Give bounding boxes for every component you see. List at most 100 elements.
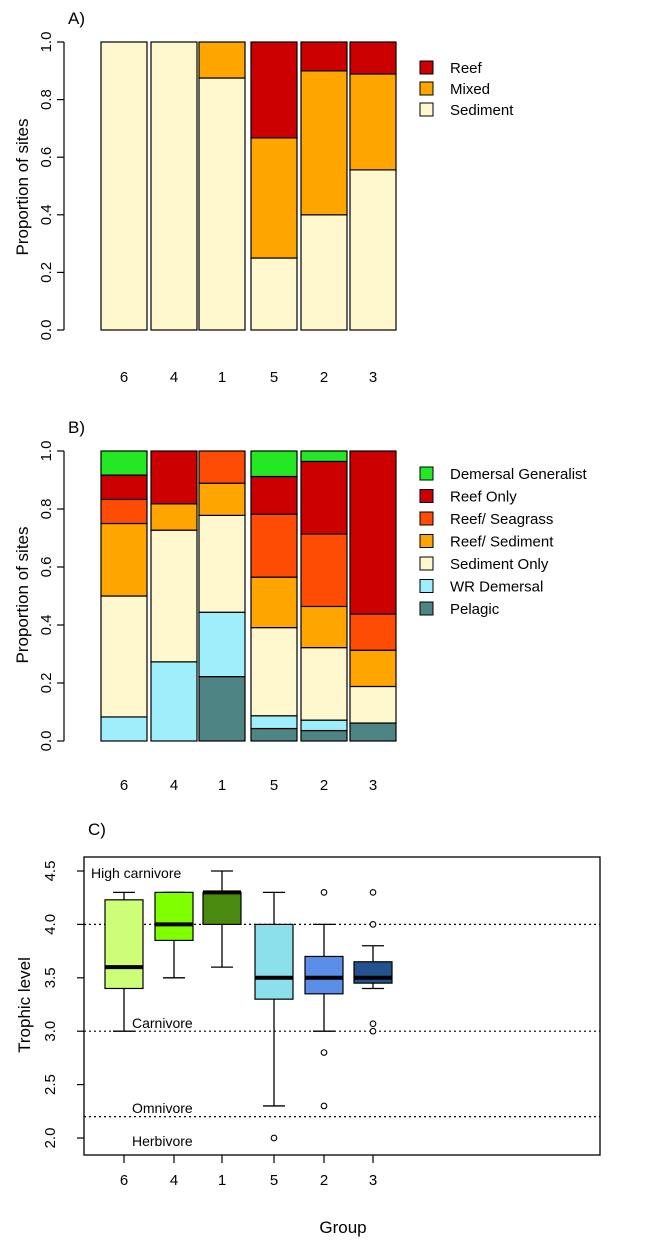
bar-segment bbox=[300, 450, 348, 463]
bar-segment bbox=[349, 613, 397, 651]
panel-b-y-axis: 0.0 0.2 0.4 0.6 0.8 1.0 bbox=[38, 441, 65, 752]
bar-segment bbox=[250, 513, 298, 578]
bar-segment bbox=[349, 41, 397, 75]
legend-label: Reef bbox=[450, 60, 483, 77]
bar-segment bbox=[198, 611, 246, 678]
outlier-point bbox=[369, 889, 377, 896]
y-tick-label: 3.0 bbox=[42, 1021, 59, 1042]
x-tick-label: 3 bbox=[369, 777, 377, 794]
legend-swatch bbox=[419, 102, 434, 117]
y-tick-label: 3.5 bbox=[42, 967, 59, 988]
x-tick-label: 5 bbox=[270, 1172, 278, 1189]
bar-segment bbox=[250, 576, 298, 629]
bar-segment bbox=[250, 727, 298, 742]
y-tick-label: 1.0 bbox=[38, 441, 55, 462]
bar-segment bbox=[198, 77, 246, 331]
box-group-3 bbox=[353, 889, 393, 1035]
legend-label: Reef Only bbox=[450, 489, 517, 506]
x-tick-label: 6 bbox=[120, 777, 128, 794]
box-group-5 bbox=[254, 891, 294, 1142]
x-tick-label: 2 bbox=[320, 1172, 328, 1189]
panel-c-plot-frame bbox=[83, 856, 601, 1156]
x-tick-label: 4 bbox=[170, 777, 178, 794]
legend-swatch bbox=[419, 534, 434, 548]
x-tick-label: 1 bbox=[218, 777, 226, 794]
box-iqr bbox=[104, 899, 144, 990]
bar-segment bbox=[198, 41, 246, 79]
bar-segment bbox=[250, 450, 298, 478]
box-iqr bbox=[304, 955, 344, 995]
legend-swatch bbox=[419, 60, 434, 75]
x-tick-label: 3 bbox=[369, 1172, 377, 1189]
legend-swatch bbox=[419, 601, 434, 616]
y-tick-label: 0.0 bbox=[38, 320, 55, 341]
bar-segment bbox=[300, 70, 348, 216]
bar-segment bbox=[300, 533, 348, 608]
bar-segment bbox=[300, 605, 348, 649]
x-tick-label: 2 bbox=[320, 777, 328, 794]
outlier-point bbox=[320, 1102, 328, 1110]
panel-b-stacked-bar-chart: B) Proportion of sites 0.0 0.2 0.4 0.6 0.8 1.… bbox=[13, 418, 588, 794]
y-tick-label: 1.0 bbox=[38, 32, 55, 53]
bar-segment bbox=[300, 647, 348, 721]
x-tick-label: 4 bbox=[170, 1172, 178, 1189]
outlier-point bbox=[270, 1134, 278, 1142]
y-tick-label: 4.0 bbox=[42, 914, 59, 935]
bar-segment bbox=[250, 715, 298, 730]
panel-c-y-axis-title: Trophic level bbox=[15, 957, 34, 1053]
panel-a-label: A) bbox=[68, 9, 85, 28]
bar-segment bbox=[250, 137, 298, 259]
y-tick-label: 0.2 bbox=[38, 673, 55, 694]
bar-segment bbox=[198, 482, 246, 516]
panel-b-legend: Demersal Generalist Reef Only Reef/ Seagra… bbox=[419, 466, 588, 618]
legend-swatch bbox=[419, 81, 434, 96]
y-tick-label: 0.0 bbox=[38, 731, 55, 752]
legend-swatch bbox=[419, 579, 434, 593]
legend-swatch bbox=[419, 556, 434, 571]
y-tick-label: 2.5 bbox=[42, 1074, 59, 1095]
panel-c-boxes bbox=[104, 870, 393, 1142]
box-group-1 bbox=[202, 870, 242, 968]
x-tick-label: 5 bbox=[270, 369, 278, 386]
panel-a-x-tick-labels: 6 4 1 5 2 3 bbox=[120, 369, 377, 386]
bar-segment bbox=[349, 169, 397, 331]
bar-segment bbox=[198, 450, 246, 484]
outlier-point bbox=[369, 1027, 377, 1035]
bar-segment bbox=[150, 529, 198, 663]
x-tick-label: 1 bbox=[218, 369, 226, 386]
bar-segment bbox=[349, 649, 397, 688]
x-tick-label: 2 bbox=[320, 369, 328, 386]
bar-segment bbox=[100, 498, 148, 525]
annotation-high-carnivore: High carnivore bbox=[91, 865, 181, 881]
bar-segment bbox=[100, 450, 148, 476]
panel-c-y-axis: 2.0 2.5 3.0 3.5 4.0 4.5 bbox=[42, 861, 84, 1148]
box-group-2 bbox=[304, 889, 344, 1110]
annotation-herbivore: Herbivore bbox=[132, 1133, 193, 1149]
panel-b-x-tick-labels: 6 4 1 5 2 3 bbox=[120, 777, 377, 794]
legend-label: Mixed bbox=[450, 81, 490, 98]
x-tick-label: 5 bbox=[270, 777, 278, 794]
panel-c-x-axis: 6 4 1 5 2 3 bbox=[120, 1155, 377, 1189]
outlier-point bbox=[320, 1049, 328, 1056]
panel-b-bars bbox=[100, 450, 397, 742]
box-group-6 bbox=[104, 891, 144, 1032]
panel-b-y-axis-title: Proportion of sites bbox=[13, 526, 32, 663]
bar-segment bbox=[349, 685, 397, 724]
box-iqr bbox=[254, 923, 294, 1000]
panel-b-label: B) bbox=[68, 418, 85, 437]
box-iqr bbox=[353, 961, 393, 984]
panel-a-stacked-bar-chart: A) Proportion of sites 0.0 0.2 0.4 0.6 0.8 1.… bbox=[13, 9, 514, 386]
y-tick-label: 0.6 bbox=[38, 557, 55, 578]
x-tick-label: 1 bbox=[218, 1172, 226, 1189]
panel-a-bars bbox=[100, 41, 397, 331]
legend-label: Reef/ Seagrass bbox=[450, 511, 553, 528]
bar-segment bbox=[100, 522, 148, 597]
bar-segment bbox=[250, 257, 298, 331]
panel-c-label: C) bbox=[88, 820, 106, 839]
bar-segment bbox=[100, 41, 148, 331]
legend-label: Demersal Generalist bbox=[450, 466, 588, 483]
bar-segment bbox=[150, 503, 198, 531]
legend-label: Sediment bbox=[450, 102, 514, 119]
y-tick-label: 0.8 bbox=[38, 89, 55, 110]
outlier-point bbox=[320, 889, 328, 896]
